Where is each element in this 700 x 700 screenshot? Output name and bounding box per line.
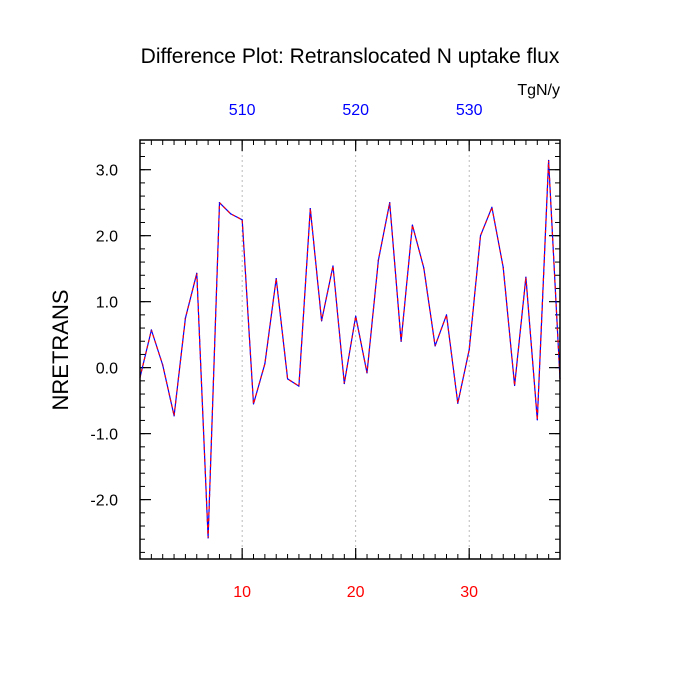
series-line-dash — [139, 159, 561, 539]
data-point — [286, 378, 289, 380]
x-top-tick-label: 510 — [229, 102, 256, 119]
data-point — [525, 276, 527, 278]
grid-lines — [241, 140, 470, 559]
data-point — [548, 159, 550, 162]
data-point — [207, 537, 209, 539]
x-top-tick-label: 520 — [342, 102, 369, 119]
data-point — [332, 265, 334, 267]
data-point — [252, 403, 255, 405]
data-point — [184, 317, 187, 319]
data-point — [355, 315, 357, 317]
data-point — [162, 364, 164, 366]
y-tick-label: 1.0 — [96, 295, 118, 312]
x-top-tick-label: 530 — [456, 102, 483, 119]
data-point — [502, 266, 504, 268]
data-point — [457, 402, 459, 404]
data-point — [218, 202, 221, 204]
data-point — [321, 320, 323, 322]
units-label: TgN/y — [517, 82, 560, 99]
x-tick-label: 20 — [347, 584, 365, 601]
data-point — [479, 235, 482, 237]
data-point — [377, 259, 379, 261]
data-point — [411, 224, 414, 226]
data-point — [513, 384, 516, 387]
data-point — [173, 415, 175, 417]
y-tick-label: -2.0 — [90, 493, 118, 510]
y-axis-label: NRETRANS — [48, 289, 73, 410]
y-tick-label: 0.0 — [96, 361, 118, 378]
tick-labels: 10 20 30 510 520 530 3.0 2.0 1.0 0.0 -1.0 -2.0 — [90, 102, 482, 601]
data-point — [468, 349, 470, 351]
data-point — [264, 363, 266, 365]
data-point — [445, 314, 448, 316]
data-point — [343, 382, 345, 385]
data-point — [196, 272, 198, 274]
data-point — [400, 340, 402, 342]
y-tick-label: -1.0 — [90, 427, 118, 444]
data-point — [298, 385, 300, 387]
data-point — [241, 219, 243, 221]
data-point — [491, 206, 493, 208]
data-point — [150, 329, 152, 331]
data-point — [389, 202, 391, 204]
data-series — [139, 159, 561, 539]
data-point — [309, 208, 311, 210]
data-point — [423, 267, 425, 269]
x-tick-label: 30 — [460, 584, 478, 601]
data-point — [275, 277, 277, 280]
y-tick-label: 3.0 — [96, 163, 118, 180]
y-tick-label: 2.0 — [96, 229, 118, 246]
chart-title: Difference Plot: Retranslocated N uptake… — [141, 45, 560, 68]
plot-frame — [139, 139, 561, 560]
x-tick-label: 10 — [233, 584, 251, 601]
data-point — [434, 345, 436, 347]
data-point — [536, 419, 538, 421]
data-point — [366, 372, 368, 374]
data-point — [230, 213, 232, 215]
